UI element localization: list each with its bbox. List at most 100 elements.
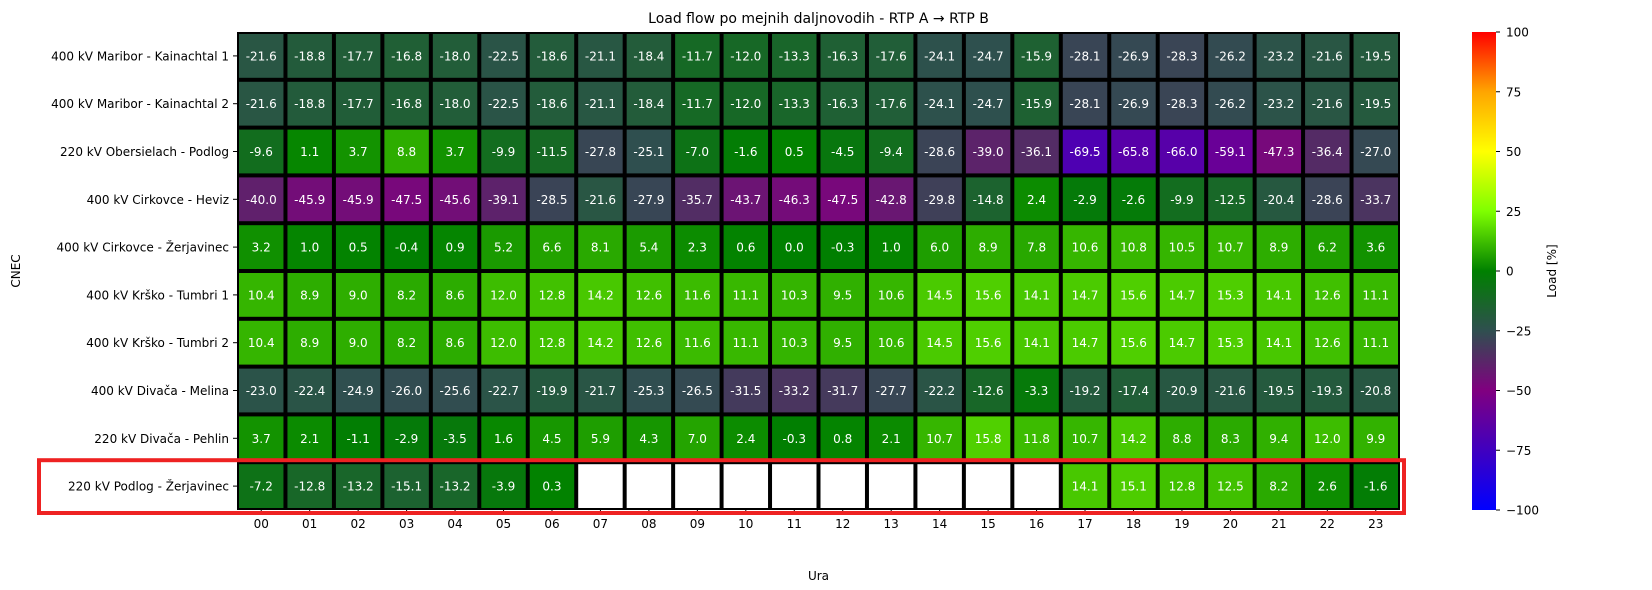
x-tick-label: 12: [835, 517, 850, 531]
heatmap-cell: [1062, 320, 1108, 365]
heatmap-cell: [384, 177, 429, 222]
x-tick-label: 07: [593, 517, 608, 531]
cell-value-label: 12.8: [1169, 480, 1196, 494]
cell-value-label: 10.6: [878, 336, 905, 350]
colorbar-tick-label: −100: [1506, 504, 1539, 518]
cell-value-label: 12.0: [1314, 432, 1341, 446]
cell-value-label: -7.0: [686, 145, 709, 159]
heatmap-cells: -21.6 -18.8 -17.7 -16.8 -18.0 -22.5 -18.6 -21.1…: [237, 32, 1400, 510]
heatmap-cell: [1111, 320, 1156, 365]
cell-value-label: -26.0: [391, 384, 422, 398]
heatmap-cell: [432, 225, 478, 269]
heatmap-cell: [1062, 464, 1108, 508]
heatmap-cell: [772, 225, 817, 269]
cell-value-label: 0.3: [542, 480, 561, 494]
x-tick-label: 15: [980, 517, 995, 531]
heatmap-cell: [1353, 320, 1398, 365]
heatmap-cell: [626, 225, 672, 269]
cell-value-label: -45.9: [294, 193, 325, 207]
y-tick-label: 400 kV Maribor - Kainachtal 2: [51, 97, 229, 111]
cell-value-label: -17.6: [876, 49, 907, 63]
cell-value-label: 3.7: [349, 145, 368, 159]
colorbar-tick-label: 100: [1506, 26, 1529, 40]
cell-value-label: -13.3: [779, 97, 810, 111]
x-tick-label: 04: [447, 517, 462, 531]
heatmap-cell: [965, 368, 1011, 413]
heatmap-cell: [820, 416, 865, 461]
heatmap-cell: [335, 177, 381, 222]
heatmap-cell: [287, 416, 332, 461]
cell-value-label: 9.9: [1366, 432, 1385, 446]
cell-value-label: -12.6: [973, 384, 1004, 398]
heatmap-cell: [1014, 177, 1059, 222]
heatmap-cell: [239, 177, 284, 222]
heatmap-cell: [432, 320, 478, 365]
heatmap-cell: [432, 273, 478, 317]
cell-value-label: 8.6: [446, 336, 465, 350]
cell-value-label: -24.1: [924, 49, 955, 63]
cell-value-label: -18.6: [536, 49, 567, 63]
heatmap-cell: [1305, 416, 1350, 461]
heatmap-cell: [1062, 225, 1108, 269]
heatmap-cell: [965, 416, 1011, 461]
heatmap-cell: [239, 320, 284, 365]
cell-value-label: 1.1: [300, 145, 319, 159]
cell-value-label: -9.9: [492, 145, 515, 159]
heatmap-cell: [239, 416, 284, 461]
cell-value-label: -21.6: [246, 97, 277, 111]
heatmap-cell: [1159, 273, 1205, 317]
heatmap-cell: [675, 81, 720, 126]
heatmap-cell: [868, 368, 914, 413]
heatmap-cell: [965, 464, 1011, 508]
cell-value-label: 14.7: [1072, 288, 1099, 302]
cell-value-label: 2.6: [1318, 480, 1337, 494]
heatmap-cell: [578, 129, 623, 174]
heatmap-cell: [1062, 34, 1108, 78]
heatmap-cell: [675, 368, 720, 413]
heatmap-cell: [1014, 129, 1059, 174]
cell-value-label: -21.6: [1312, 97, 1343, 111]
colorbar-tick-label: 0: [1506, 265, 1514, 279]
heatmap-cell: [1305, 81, 1350, 126]
x-tick-label: 09: [690, 517, 705, 531]
heatmap-cell: [432, 129, 478, 174]
cell-value-label: -16.3: [827, 49, 858, 63]
heatmap-cell: [772, 273, 817, 317]
cell-value-label: 14.7: [1072, 336, 1099, 350]
cell-value-label: 0.5: [349, 241, 368, 255]
colorbar-tick-label: −25: [1506, 324, 1531, 338]
cell-value-label: 12.0: [490, 288, 517, 302]
heatmap-cell: [384, 34, 429, 78]
cell-value-label: -27.7: [876, 384, 907, 398]
cell-value-label: 8.3: [1221, 432, 1240, 446]
heatmap-cell: [1353, 177, 1398, 222]
heatmap-cell: [287, 225, 332, 269]
heatmap-cell: [626, 129, 672, 174]
cell-value-label: -27.0: [1360, 145, 1391, 159]
heatmap-cell: [384, 464, 429, 508]
cell-value-label: -40.0: [246, 193, 277, 207]
heatmap-cell: [820, 34, 865, 78]
heatmap-cell: [1305, 225, 1350, 269]
cell-value-label: -22.5: [488, 49, 519, 63]
cell-value-label: 10.3: [781, 336, 808, 350]
cell-value-label: -26.2: [1215, 97, 1246, 111]
cell-value-label: -13.2: [343, 480, 374, 494]
heatmap-cell: [820, 320, 865, 365]
heatmap-cell: [723, 416, 769, 461]
heatmap-cell: [335, 225, 381, 269]
colorbar-tick-label: −75: [1506, 444, 1531, 458]
cell-value-label: -28.5: [536, 193, 567, 207]
cell-value-label: 10.4: [248, 288, 275, 302]
cell-value-label: 3.7: [252, 432, 271, 446]
cell-value-label: 15.6: [975, 336, 1002, 350]
cell-value-label: 12.6: [636, 288, 663, 302]
cell-value-label: 11.6: [684, 288, 711, 302]
x-tick-label: 11: [787, 517, 802, 531]
heatmap-cell: [239, 81, 284, 126]
heatmap-cell: [1014, 34, 1059, 78]
cell-value-label: 10.5: [1169, 241, 1196, 255]
heatmap-cell: [820, 225, 865, 269]
heatmap-cell: [1014, 273, 1059, 317]
cell-value-label: -12.0: [730, 97, 761, 111]
